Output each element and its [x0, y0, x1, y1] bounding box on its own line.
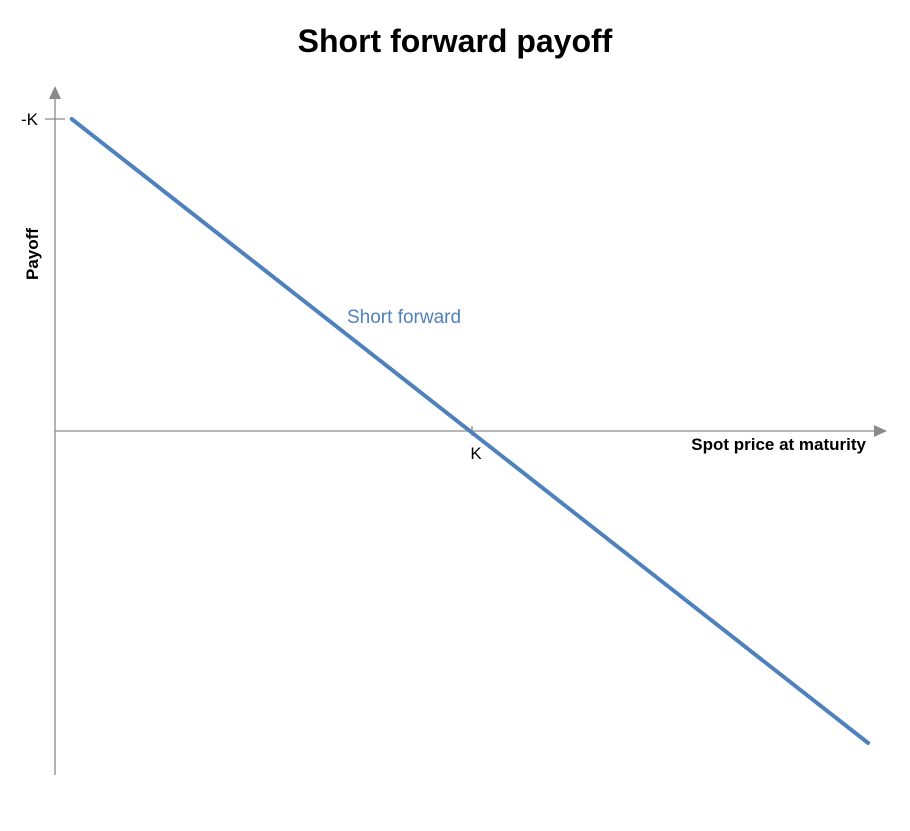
y-tick-label: -K [21, 110, 39, 129]
y-axis-arrow [49, 86, 61, 99]
chart-title: Short forward payoff [298, 23, 613, 59]
y-axis-label: Payoff [23, 228, 42, 280]
ticks: K -K [21, 110, 482, 463]
axes [49, 86, 887, 775]
series-line-0 [69, 117, 871, 745]
series-layer [69, 117, 871, 745]
x-axis-arrow [874, 425, 887, 437]
series-annotation-label: Short forward [347, 307, 461, 328]
x-tick-label: K [470, 444, 482, 463]
x-axis-label: Spot price at maturity [691, 435, 866, 454]
